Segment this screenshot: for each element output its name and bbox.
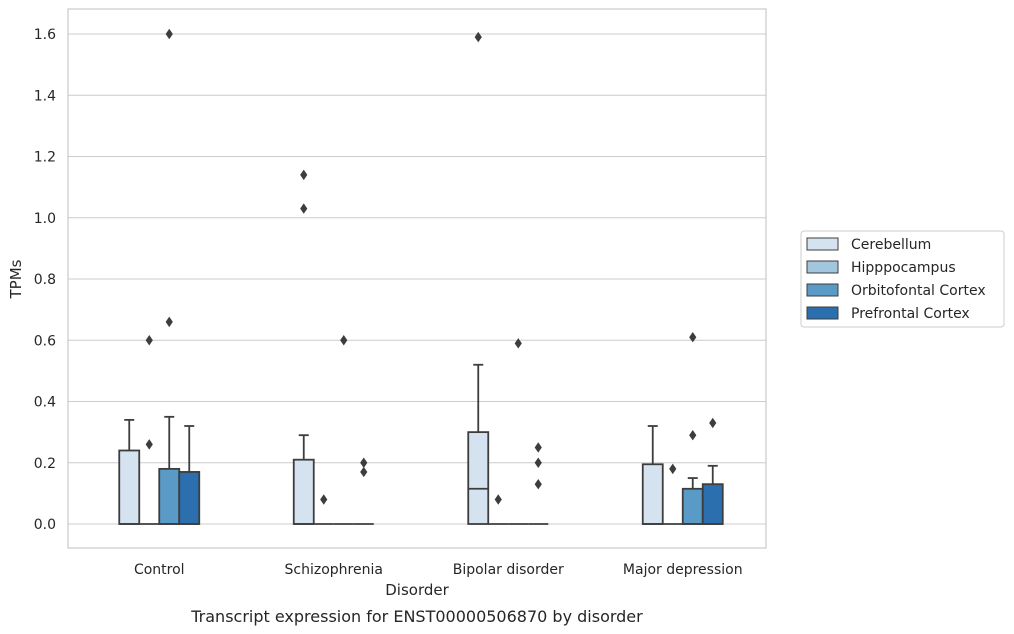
- box: [681, 331, 704, 525]
- legend-label: Hipppocampus: [851, 260, 956, 276]
- x-axis-ticks: Control Schizophrenia Bipolar disorder Majo…: [134, 562, 743, 578]
- y-tick-label: 0.8: [34, 272, 56, 288]
- outlier-point: [534, 442, 542, 453]
- box: [641, 425, 664, 525]
- y-tick-label: 1.2: [34, 150, 56, 166]
- y-tick-label: 0.0: [34, 517, 56, 533]
- legend-swatch: [806, 260, 839, 274]
- series-orbitofontal-cortex: [158, 28, 704, 525]
- x-tick-label: Major depression: [623, 562, 743, 578]
- outlier-point: [300, 203, 308, 214]
- x-tick-label: Bipolar disorder: [453, 562, 564, 578]
- legend-swatch: [806, 306, 839, 320]
- plot-area: [118, 28, 724, 525]
- outlier-point: [145, 335, 153, 346]
- outlier-point: [165, 316, 173, 328]
- y-tick-label: 1.0: [34, 211, 56, 227]
- outlier-point: [300, 169, 308, 181]
- x-tick-label: Control: [134, 562, 185, 578]
- y-tick-label: 0.2: [34, 456, 56, 472]
- box-body: [467, 431, 490, 525]
- series-hipppocampus: [139, 335, 683, 525]
- legend-item: Prefrontal Cortex: [806, 306, 970, 322]
- y-tick-label: 0.6: [34, 333, 56, 349]
- y-axis-ticks: 0.0 0.2 0.4 0.6 0.8 1.0 1.2 1.4 1.6: [34, 27, 56, 533]
- outlier-point: [689, 429, 697, 441]
- box-body: [178, 471, 201, 525]
- outlier-point: [689, 331, 697, 343]
- box-body: [641, 463, 664, 525]
- box: [292, 169, 315, 525]
- outlier-point: [360, 457, 368, 468]
- gridlines: [68, 33, 766, 525]
- outlier-point: [165, 28, 173, 40]
- legend-frame: [800, 230, 1005, 328]
- legend-label: Cerebellum: [851, 237, 931, 253]
- box-body: [701, 483, 724, 525]
- legend-label: Orbitofontal Cortex: [851, 283, 986, 299]
- box: [353, 457, 374, 525]
- x-axis-label: Disorder: [385, 581, 449, 599]
- series-prefrontal-cortex: [178, 417, 724, 525]
- y-tick-label: 1.6: [34, 27, 56, 43]
- outlier-point: [360, 466, 368, 478]
- plot-frame: [67, 8, 767, 549]
- y-tick-label: 1.4: [34, 88, 56, 104]
- box: [488, 494, 509, 525]
- box: [528, 442, 549, 525]
- box: [313, 494, 334, 525]
- outlier-point: [145, 439, 153, 450]
- legend-item: Cerebellum: [806, 237, 931, 253]
- box: [118, 418, 141, 525]
- box: [467, 31, 490, 525]
- box: [333, 335, 354, 525]
- series-cerebellum: [118, 31, 664, 525]
- box: [178, 425, 201, 525]
- legend: Cerebellum Hipppocampus Orbitofontal Corte…: [800, 230, 1005, 328]
- y-tick-label: 0.4: [34, 395, 56, 411]
- legend-swatch: [806, 237, 839, 251]
- outlier-point: [474, 31, 482, 43]
- outlier-point: [709, 417, 717, 429]
- box: [701, 417, 724, 525]
- box-body: [681, 487, 704, 525]
- chart-caption: Transcript expression for ENST0000050687…: [190, 607, 643, 626]
- outlier-point: [320, 494, 328, 505]
- box-body: [158, 467, 181, 525]
- outlier-point: [340, 335, 348, 346]
- legend-item: Hipppocampus: [806, 260, 956, 276]
- outlier-point: [514, 338, 522, 349]
- legend-label: Prefrontal Cortex: [851, 306, 970, 322]
- box: [139, 335, 160, 525]
- legend-swatch: [806, 283, 839, 297]
- box: [508, 338, 529, 525]
- box: [158, 28, 181, 525]
- box: [662, 463, 683, 525]
- legend-item: Orbitofontal Cortex: [806, 283, 986, 299]
- outlier-point: [494, 494, 502, 505]
- outlier-point: [534, 457, 542, 468]
- outlier-point: [669, 463, 677, 475]
- x-tick-label: Schizophrenia: [285, 562, 383, 578]
- y-axis-label: TPMs: [7, 259, 25, 299]
- outlier-point: [534, 478, 542, 490]
- box-body: [292, 458, 315, 525]
- box-body: [118, 449, 141, 525]
